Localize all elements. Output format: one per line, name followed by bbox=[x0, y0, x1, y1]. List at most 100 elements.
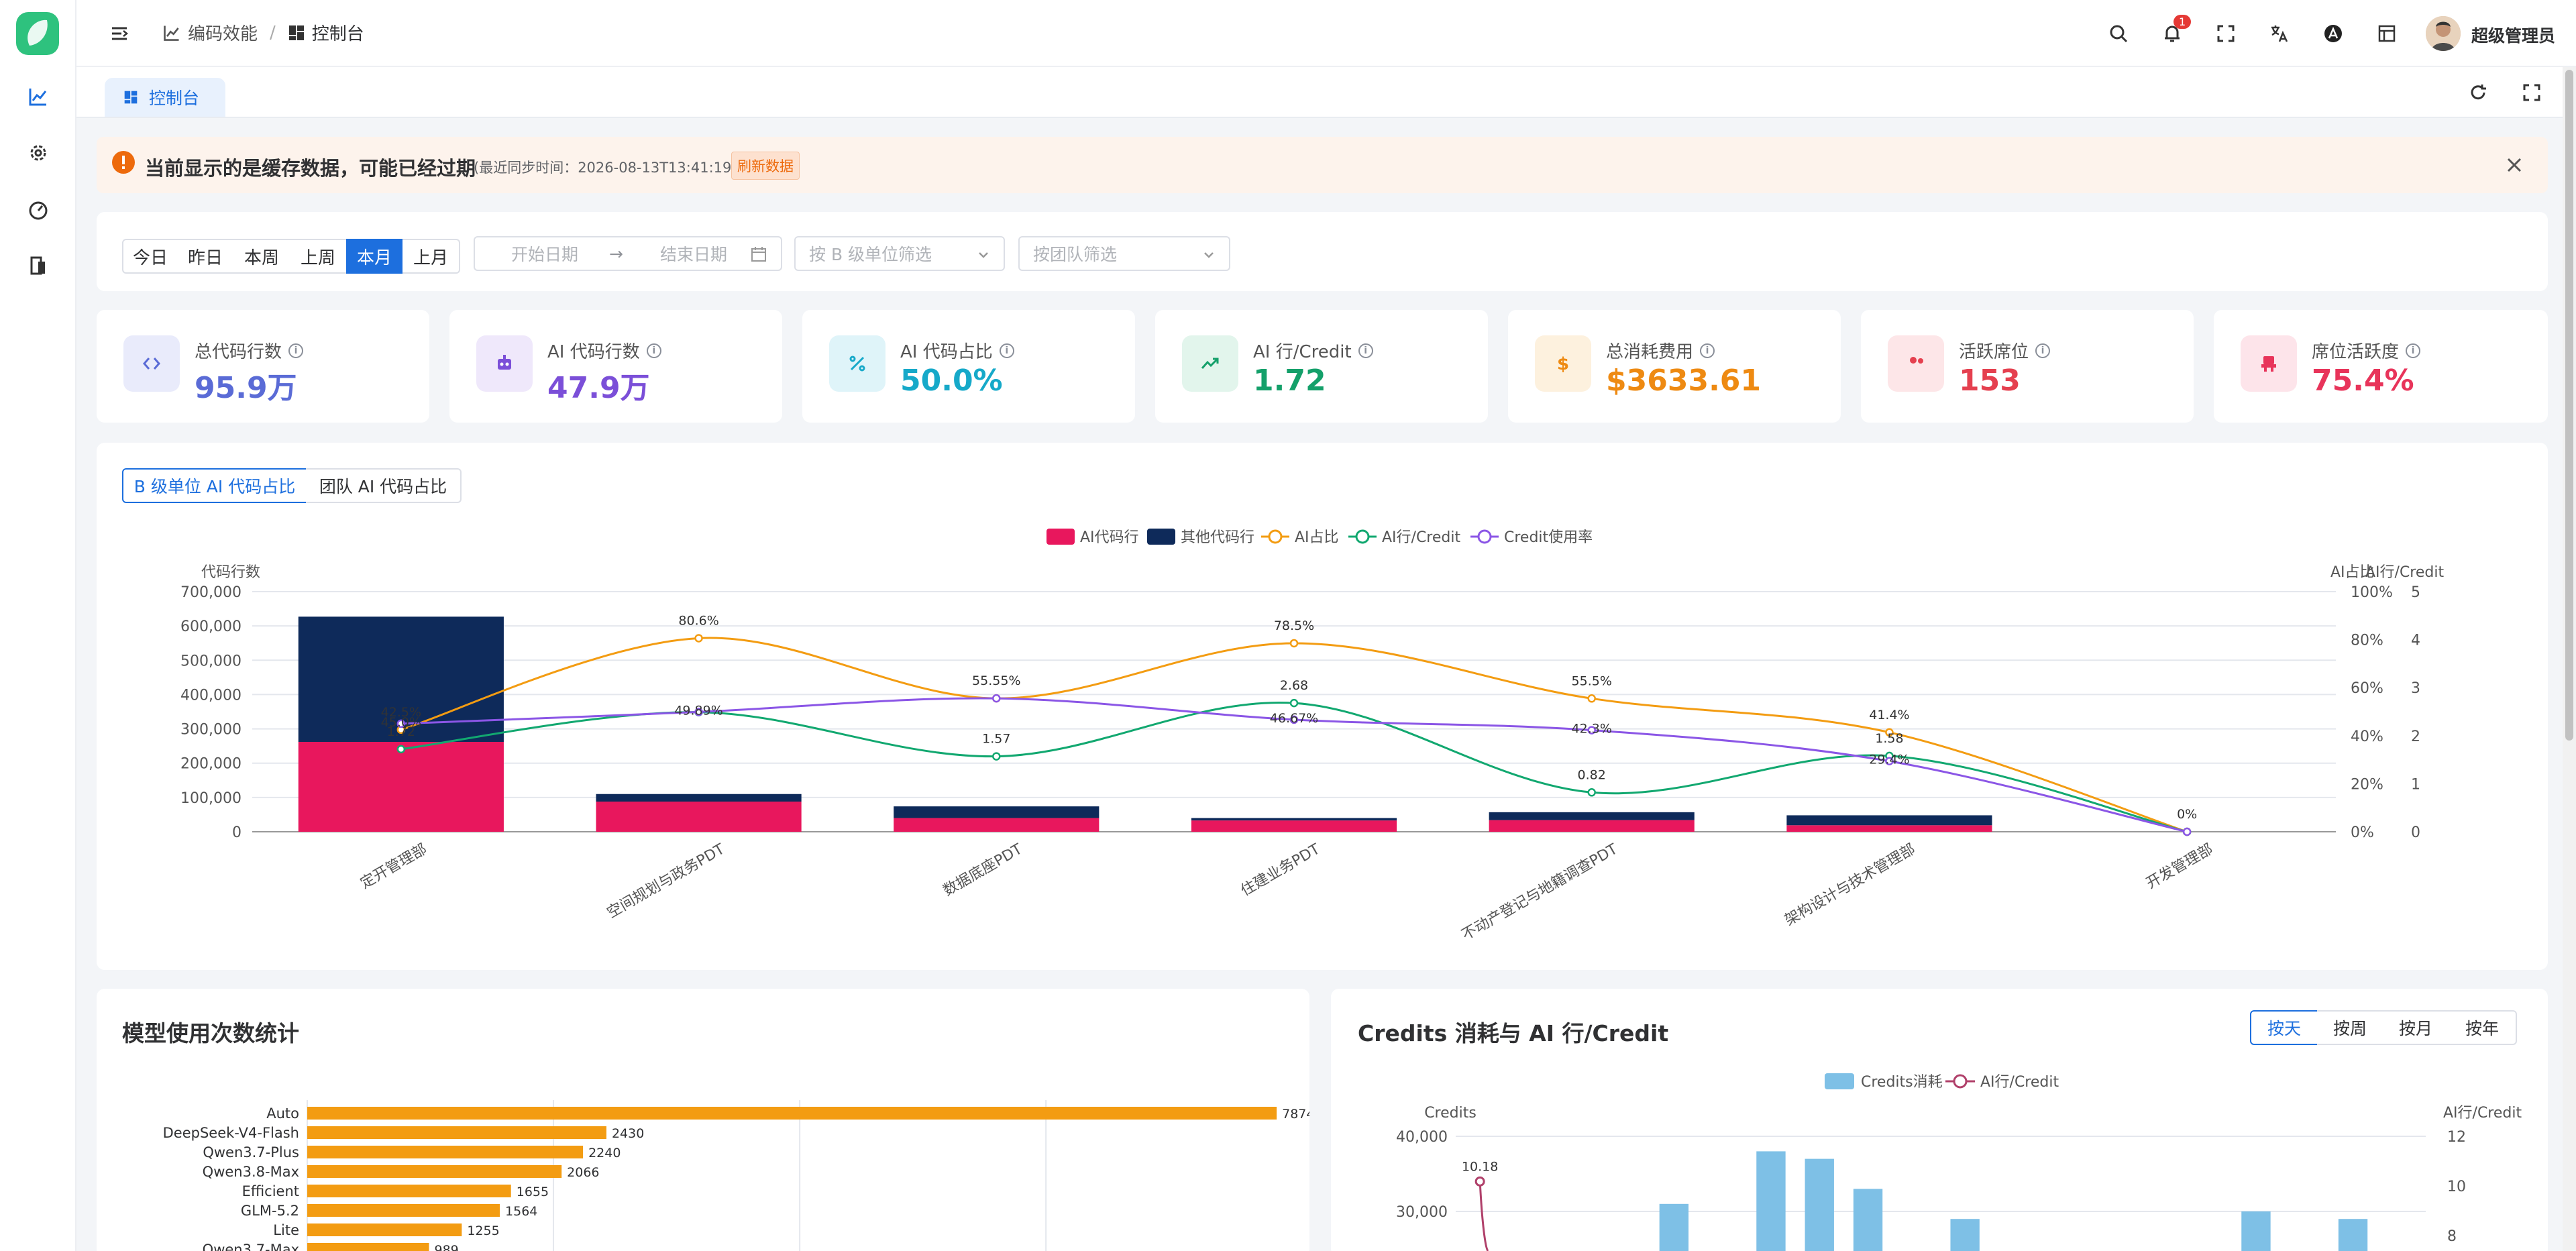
fullscreen-button[interactable] bbox=[2211, 19, 2241, 48]
maximize-button[interactable] bbox=[2517, 78, 2546, 107]
theme-button[interactable] bbox=[2318, 19, 2348, 48]
user-name[interactable]: 超级管理员 bbox=[2471, 26, 2556, 46]
quick-this-month[interactable]: 本月 bbox=[346, 239, 404, 274]
ai-per-credit-line bbox=[1479, 1181, 1489, 1251]
code-icon bbox=[123, 335, 180, 392]
info-icon[interactable]: i bbox=[1358, 343, 1373, 358]
sidebar-item-docs[interactable] bbox=[25, 252, 52, 279]
sidebar-item-settings[interactable] bbox=[25, 140, 52, 166]
info-icon[interactable]: i bbox=[1700, 343, 1715, 358]
legend-label: Credit使用率 bbox=[1504, 529, 1593, 546]
point-ai-ratio bbox=[694, 634, 703, 643]
credits-legend[interactable]: Credits消耗 AI行/Credit bbox=[1825, 1073, 2059, 1091]
y-tick-label: 30,000 bbox=[1396, 1204, 1448, 1221]
sidebar bbox=[0, 0, 76, 1251]
stat-label: AI 代码行数 i bbox=[547, 338, 661, 363]
info-icon[interactable]: i bbox=[646, 343, 661, 358]
bar-other-lines bbox=[596, 794, 802, 802]
info-icon[interactable]: i bbox=[2406, 343, 2421, 358]
tab-team-ai-ratio[interactable]: 团队 AI 代码占比 bbox=[306, 468, 462, 503]
team-filter-select[interactable]: 按团队筛选 bbox=[1018, 236, 1230, 271]
quick-last-month[interactable]: 上月 bbox=[402, 239, 460, 274]
model-bar bbox=[307, 1107, 1277, 1120]
credits-bar bbox=[2241, 1211, 2271, 1251]
model-name-label: Auto bbox=[266, 1105, 299, 1122]
stat-value: 1.72 bbox=[1253, 364, 1326, 398]
info-icon[interactable]: i bbox=[288, 343, 304, 358]
quick-yesterday[interactable]: 昨日 bbox=[177, 239, 235, 274]
y-tick-label: 300,000 bbox=[180, 722, 241, 739]
chart-legend[interactable]: AI代码行 其他代码行 AI占比 AI行/Credit Credit使用率 bbox=[1046, 529, 1593, 546]
quick-today[interactable]: 今日 bbox=[122, 239, 178, 274]
legend-label: AI代码行 bbox=[1080, 529, 1139, 546]
point-credit-usage bbox=[694, 708, 703, 716]
user-avatar[interactable] bbox=[2426, 16, 2461, 51]
quick-this-week[interactable]: 本周 bbox=[233, 239, 291, 274]
x-tick-label: 不动产登记与地籍调查PDT bbox=[1459, 840, 1621, 944]
stat-value: 50.0% bbox=[900, 364, 1003, 398]
model-value-label: 989 bbox=[435, 1243, 459, 1251]
start-date-input[interactable]: 开始日期 bbox=[511, 245, 579, 264]
legend-item[interactable]: Credit使用率 bbox=[1470, 529, 1593, 546]
unit-filter-select[interactable]: 按 B 级单位筛选 bbox=[794, 236, 1005, 271]
notification-button[interactable]: 1 bbox=[2157, 15, 2192, 48]
end-date-input[interactable]: 结束日期 bbox=[660, 245, 728, 264]
tab-label: 控制台 bbox=[149, 89, 200, 108]
y-axis-title: 代码行数 bbox=[201, 564, 260, 581]
bar-ai-lines bbox=[596, 801, 802, 832]
search-button[interactable] bbox=[2104, 19, 2133, 48]
group-by-month[interactable]: 按月 bbox=[2383, 1010, 2450, 1045]
info-icon[interactable]: i bbox=[2035, 343, 2051, 358]
y3-tick-label: 4 bbox=[2411, 633, 2420, 649]
info-icon[interactable]: i bbox=[999, 343, 1014, 358]
point-label-ai-ratio: 55.55% bbox=[972, 673, 1020, 688]
tab-unit-ai-ratio[interactable]: B 级单位 AI 代码占比 bbox=[122, 468, 307, 503]
group-by-day[interactable]: 按天 bbox=[2250, 1010, 2318, 1045]
credits-bar bbox=[1756, 1151, 1786, 1251]
credits-bar bbox=[2338, 1219, 2368, 1251]
legend-item[interactable]: AI代码行 bbox=[1046, 529, 1139, 546]
menu-toggle-button[interactable] bbox=[105, 19, 134, 48]
font-a-icon bbox=[2324, 25, 2342, 42]
legend-item[interactable]: 其他代码行 bbox=[1147, 529, 1254, 546]
breadcrumb-parent[interactable]: 编码效能 bbox=[188, 24, 258, 44]
model-name-label: Qwen3.7-Max bbox=[203, 1242, 299, 1251]
y2-tick-label: 80% bbox=[2351, 633, 2383, 649]
y-tick-label: 600,000 bbox=[180, 618, 241, 635]
scrollbar-thumb[interactable] bbox=[2565, 70, 2573, 741]
stat-label: 总代码行数 i bbox=[195, 338, 304, 363]
language-button[interactable] bbox=[2265, 19, 2294, 48]
credits-bar bbox=[1950, 1219, 1980, 1251]
tab-dashboard[interactable]: 控制台 bbox=[105, 78, 225, 117]
y-tick-label: 400,000 bbox=[180, 687, 241, 704]
group-by-year[interactable]: 按年 bbox=[2449, 1010, 2517, 1045]
legend-item[interactable]: AI占比 bbox=[1261, 529, 1339, 546]
header: 编码效能 / 控制台 1 超级管理员 bbox=[76, 0, 2576, 67]
y2-tick-label: 40% bbox=[2351, 728, 2383, 745]
stat-label: AI 代码占比 i bbox=[900, 338, 1014, 363]
legend-item[interactable]: AI行/Credit bbox=[1348, 529, 1460, 546]
sidebar-item-chart[interactable] bbox=[25, 83, 52, 110]
sidebar-item-dashboard[interactable] bbox=[25, 196, 52, 223]
bar-other-lines bbox=[1191, 818, 1397, 821]
tabs-bar: 控制台 bbox=[76, 67, 2576, 118]
y3-axis-title: AI行/Credit bbox=[2365, 564, 2444, 581]
close-icon[interactable] bbox=[2505, 156, 2524, 174]
model-usage-card bbox=[97, 989, 1309, 1251]
model-name-label: Lite bbox=[273, 1222, 299, 1238]
model-name-label: Qwen3.8-Max bbox=[203, 1164, 299, 1180]
calendar-icon bbox=[751, 247, 766, 262]
stat-label: 席位活跃度 i bbox=[2312, 338, 2421, 363]
y3-tick-label: 2 bbox=[2411, 728, 2420, 745]
model-bar bbox=[307, 1126, 606, 1139]
date-range-picker[interactable]: 开始日期 → 结束日期 bbox=[474, 236, 782, 271]
stat-card: $ 总消耗费用 i $3633.61 bbox=[1508, 310, 1841, 423]
group-by-week[interactable]: 按周 bbox=[2317, 1010, 2384, 1045]
refresh-data-button[interactable]: 刷新数据 bbox=[731, 152, 800, 180]
stat-card: AI 行/Credit i 1.72 bbox=[1155, 310, 1488, 423]
y2-axis-title: AI行/Credit bbox=[2443, 1105, 2522, 1122]
quick-last-week[interactable]: 上周 bbox=[290, 239, 347, 274]
layout-button[interactable] bbox=[2372, 19, 2402, 48]
reload-button[interactable] bbox=[2463, 78, 2493, 107]
